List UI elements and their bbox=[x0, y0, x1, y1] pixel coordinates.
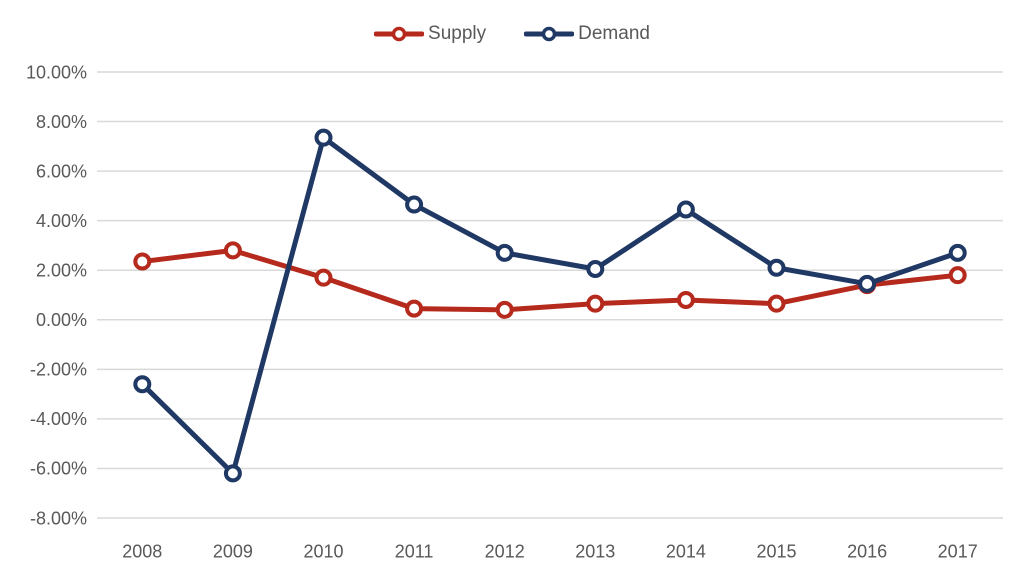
data-point-marker-supply bbox=[223, 241, 242, 260]
data-point-marker-supply bbox=[405, 299, 424, 318]
x-axis-tick-label: 2017 bbox=[938, 541, 978, 561]
legend-label-supply: Supply bbox=[428, 23, 487, 44]
data-point-marker-demand bbox=[948, 243, 967, 262]
legend-item-demand: Demand bbox=[524, 24, 650, 43]
data-point-marker-demand bbox=[405, 195, 424, 214]
y-axis-tick-label: -6.00% bbox=[30, 459, 87, 479]
y-axis-tick-label: 10.00% bbox=[26, 62, 87, 82]
data-point-marker-supply bbox=[948, 266, 967, 285]
x-axis-tick-label: 2014 bbox=[666, 541, 706, 561]
y-axis-tick-label: 0.00% bbox=[36, 310, 87, 330]
y-axis-tick-label: 2.00% bbox=[36, 261, 87, 281]
data-point-marker-demand bbox=[767, 258, 786, 277]
x-axis-tick-label: 2009 bbox=[213, 541, 253, 561]
data-point-marker-demand bbox=[858, 274, 877, 293]
legend-item-supply: Supply bbox=[374, 24, 486, 43]
y-axis-tick-label: 8.00% bbox=[36, 112, 87, 132]
data-point-marker-demand bbox=[314, 128, 333, 147]
y-axis-tick-label: -4.00% bbox=[30, 409, 87, 429]
data-point-marker-demand bbox=[586, 259, 605, 278]
demand-line-marker-icon bbox=[524, 26, 575, 41]
y-axis-tick-label: 6.00% bbox=[36, 161, 87, 181]
series-line-supply bbox=[139, 247, 961, 313]
y-axis-tick-label: -8.00% bbox=[30, 508, 87, 528]
chart-legend: Supply Demand bbox=[0, 24, 1024, 43]
x-axis-tick-label: 2012 bbox=[485, 541, 525, 561]
data-point-marker-demand bbox=[133, 375, 152, 394]
series-line-demand bbox=[139, 135, 961, 476]
data-point-marker-supply bbox=[133, 252, 152, 271]
y-axis-tick-label: 4.00% bbox=[36, 211, 87, 231]
x-axis-tick-label: 2013 bbox=[575, 541, 615, 561]
data-point-marker-supply bbox=[676, 290, 695, 309]
x-axis-tick-label: 2010 bbox=[303, 541, 343, 561]
x-axis-tick-label: 2011 bbox=[395, 541, 434, 561]
data-point-marker-supply bbox=[586, 294, 605, 313]
x-axis-tick-label: 2016 bbox=[847, 541, 887, 561]
data-point-marker-supply bbox=[314, 268, 333, 287]
data-point-marker-supply bbox=[767, 294, 786, 313]
data-point-marker-demand bbox=[223, 464, 242, 483]
data-point-marker-demand bbox=[676, 200, 695, 219]
x-axis-tick-label: 2008 bbox=[122, 541, 162, 561]
supply-line-marker-icon bbox=[374, 26, 425, 41]
y-axis-tick-label: -2.00% bbox=[30, 360, 87, 380]
data-point-marker-supply bbox=[495, 300, 514, 319]
legend-label-demand: Demand bbox=[578, 23, 650, 44]
x-axis-tick-label: 2015 bbox=[756, 541, 796, 561]
data-point-marker-demand bbox=[495, 243, 514, 262]
